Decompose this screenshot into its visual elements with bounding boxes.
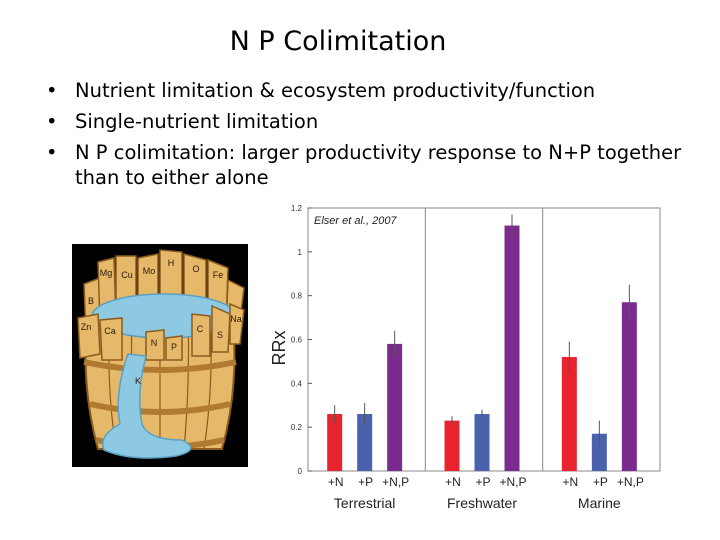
stave-label: Zn [81,322,92,332]
y-tick-label: 1.2 [291,204,303,213]
x-tick-label: +N,P [499,475,526,489]
stave-label: O [192,264,199,274]
bar [327,414,343,471]
stave-label: H [168,258,175,268]
x-tick-label: +P [358,475,373,489]
x-tick-label: +N,P [382,475,409,489]
y-tick-label: 0.4 [291,379,303,388]
barrel-front-staves [77,302,245,361]
bullet-item: Single-nutrient limitation [46,109,686,134]
stave-label: Na [230,314,242,324]
bullet-list: Nutrient limitation & ecosystem producti… [46,78,686,196]
y-tick-label: 0 [298,467,303,476]
stave-label: Mg [100,268,113,278]
group-label: Terrestrial [334,495,395,511]
bar [357,414,373,471]
stave-label: Mo [143,266,156,276]
y-axis-label: RRx [269,331,289,366]
bar [621,302,637,471]
x-tick-label: +N [328,475,344,489]
bullet-item: Nutrient limitation & ecosystem producti… [46,78,686,103]
stave-label: K [135,376,141,386]
y-tick-label: 0.8 [291,292,303,301]
stave-label: Fe [213,270,224,280]
stave-label: C [197,324,204,334]
chart-annotation: Elser et al., 2007 [314,215,397,227]
water-spill [102,353,192,459]
x-tick-label: +N [445,475,461,489]
x-tick-label: +P [475,475,490,489]
bar [504,225,520,471]
bullet-item: N P colimitation: larger productivity re… [46,140,686,190]
group-label: Freshwater [447,495,517,511]
bar [387,343,403,471]
bar [474,414,490,471]
stave-label: B [88,296,94,306]
y-tick-label: 0.2 [291,423,303,432]
group-label: Marine [578,495,621,511]
barrel-illustration: Mg Cu Mo H O Fe B Na Zn Ca N P C S K [72,244,248,467]
y-tick-label: 0.6 [291,336,303,345]
x-tick-label: +P [593,475,608,489]
bar [444,420,460,471]
stave-label: N [151,338,158,348]
stave-label: Cu [121,270,133,280]
bar [561,357,577,471]
slide-title: N P Colimitation [229,26,447,57]
x-tick-label: +N,P [617,475,644,489]
stave-label: Ca [104,326,116,336]
y-tick-label: 1 [298,248,303,257]
stave-label: S [217,330,223,340]
bar [591,433,607,471]
stave-label: P [171,342,177,352]
bar-chart: 0 0.2 0.4 0.6 0.8 1 1.2 +N +P +N,P Terrestrial +N +P… [269,204,661,511]
x-tick-label: +N [562,475,578,489]
